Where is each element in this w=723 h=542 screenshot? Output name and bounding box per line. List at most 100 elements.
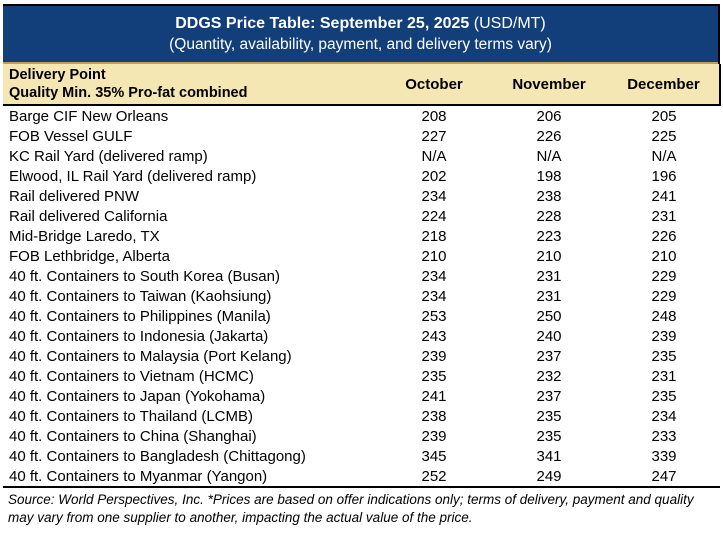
november-price-cell: N/A bbox=[536, 147, 562, 165]
october-price-cell: 218 bbox=[421, 227, 447, 245]
november-price-cell: 231 bbox=[536, 267, 562, 285]
delivery-point-cell: 40 ft. Containers to Bangladesh (Chittag… bbox=[9, 447, 306, 465]
october-price-cell: 241 bbox=[421, 387, 447, 405]
october-price-cell: 243 bbox=[421, 327, 447, 345]
december-price-cell: N/A bbox=[651, 147, 677, 165]
december-price-cell: 205 bbox=[651, 107, 677, 125]
delivery-point-cell: 40 ft. Containers to Thailand (LCMB) bbox=[9, 407, 254, 425]
table-row: 40 ft. Containers to Vietnam (HCMC) 235 … bbox=[3, 366, 720, 386]
october-price-cell: 234 bbox=[421, 287, 447, 305]
december-price-cell: 196 bbox=[651, 167, 677, 185]
delivery-point-cell: Rail delivered PNW bbox=[9, 187, 140, 205]
october-price-cell: 202 bbox=[421, 167, 447, 185]
delivery-point-label: Delivery Point bbox=[9, 67, 106, 83]
november-price-cell: 237 bbox=[536, 347, 562, 365]
october-price-cell: 234 bbox=[421, 187, 447, 205]
table-row: 40 ft. Containers to Philippines (Manila… bbox=[3, 306, 720, 326]
table-row: Rail delivered PNW 234 238 241 bbox=[3, 186, 720, 206]
delivery-point-cell: 40 ft. Containers to Malaysia (Port Kela… bbox=[9, 347, 292, 365]
november-price-cell: 235 bbox=[536, 407, 562, 425]
october-price-cell: 345 bbox=[421, 447, 447, 465]
october-price-cell: N/A bbox=[421, 147, 447, 165]
december-price-cell: 235 bbox=[651, 387, 677, 405]
table-row: Barge CIF New Orleans 208 206 205 bbox=[3, 105, 720, 126]
october-price-cell: 208 bbox=[421, 107, 447, 125]
delivery-point-cell: Rail delivered California bbox=[9, 207, 168, 225]
november-price-cell: 228 bbox=[536, 207, 562, 225]
table-row: 40 ft. Containers to Taiwan (Kaohsiung) … bbox=[3, 286, 720, 306]
november-price-cell: 210 bbox=[536, 247, 562, 265]
november-price-cell: 226 bbox=[536, 127, 562, 145]
delivery-point-cell: 40 ft. Containers to South Korea (Busan) bbox=[9, 267, 280, 285]
october-price-cell: 239 bbox=[421, 347, 447, 365]
delivery-point-cell: Barge CIF New Orleans bbox=[9, 107, 169, 125]
november-price-cell: 237 bbox=[536, 387, 562, 405]
december-price-cell: 231 bbox=[651, 367, 677, 385]
october-price-cell: 210 bbox=[421, 247, 447, 265]
table-row: KC Rail Yard (delivered ramp) N/A N/A N/… bbox=[3, 146, 720, 166]
december-price-cell: 233 bbox=[651, 427, 677, 445]
table-subtitle: (Quantity, availability, payment, and de… bbox=[169, 36, 552, 53]
table-title: DDGS Price Table: September 25, 2025 (US… bbox=[3, 13, 718, 34]
december-price-cell: 229 bbox=[651, 287, 677, 305]
table-row: FOB Lethbridge, Alberta 210 210 210 bbox=[3, 246, 720, 266]
table-row: Rail delivered California 224 228 231 bbox=[3, 206, 720, 226]
november-price-cell: 198 bbox=[536, 167, 562, 185]
delivery-point-cell: KC Rail Yard (delivered ramp) bbox=[9, 147, 208, 165]
november-price-cell: 250 bbox=[536, 307, 562, 325]
delivery-point-cell: 40 ft. Containers to Vietnam (HCMC) bbox=[9, 367, 254, 385]
gold-divider bbox=[3, 62, 720, 64]
delivery-point-cell: Mid-Bridge Laredo, TX bbox=[9, 227, 160, 245]
december-price-cell: 235 bbox=[651, 347, 677, 365]
table-row: 40 ft. Containers to Thailand (LCMB) 238… bbox=[3, 406, 720, 426]
december-price-cell: 247 bbox=[608, 466, 720, 488]
table-row: 40 ft. Containers to Malaysia (Port Kela… bbox=[3, 346, 720, 366]
delivery-point-cell: 40 ft. Containers to Indonesia (Jakarta) bbox=[9, 327, 269, 345]
delivery-point-cell: 40 ft. Containers to China (Shanghai) bbox=[9, 427, 257, 445]
table-row: 40 ft. Containers to China (Shanghai) 23… bbox=[3, 426, 720, 446]
november-price-cell: 235 bbox=[536, 427, 562, 445]
delivery-point-cell: 40 ft. Containers to Japan (Yokohama) bbox=[9, 387, 266, 405]
december-price-cell: 226 bbox=[651, 227, 677, 245]
page: DDGS Price Table: September 25, 2025 (US… bbox=[3, 4, 721, 525]
december-price-cell: 225 bbox=[651, 127, 677, 145]
table-header-row: Delivery Point Quality Min. 35% Pro-fat … bbox=[3, 64, 721, 106]
october-price-cell: 252 bbox=[378, 466, 490, 488]
table-row: 40 ft. Containers to South Korea (Busan)… bbox=[3, 266, 720, 286]
delivery-point-cell: 40 ft. Containers to Taiwan (Kaohsiung) bbox=[9, 287, 272, 305]
column-header-december: December bbox=[608, 64, 721, 106]
price-data-table: Delivery Point Quality Min. 35% Pro-fat … bbox=[3, 64, 721, 488]
column-header-delivery-point: Delivery Point Quality Min. 35% Pro-fat … bbox=[3, 64, 378, 106]
source-footnote: Source: World Perspectives, Inc. *Prices… bbox=[8, 492, 694, 525]
december-price-cell: 210 bbox=[651, 247, 677, 265]
december-price-cell: 234 bbox=[651, 407, 677, 425]
october-price-cell: 234 bbox=[421, 267, 447, 285]
december-price-cell: 339 bbox=[651, 447, 677, 465]
column-header-october: October bbox=[378, 64, 490, 106]
december-price-cell: 239 bbox=[651, 327, 677, 345]
december-price-cell: 231 bbox=[651, 207, 677, 225]
table-title-band: DDGS Price Table: September 25, 2025 (US… bbox=[3, 4, 720, 62]
table-row: 40 ft. Containers to Japan (Yokohama) 24… bbox=[3, 386, 720, 406]
november-price-cell: 238 bbox=[536, 187, 562, 205]
november-price-cell: 240 bbox=[536, 327, 562, 345]
table-row: 40 ft. Containers to Bangladesh (Chittag… bbox=[3, 446, 720, 466]
table-body: Barge CIF New Orleans 208 206 205 FOB Ve… bbox=[3, 105, 720, 488]
november-price-cell: 223 bbox=[536, 227, 562, 245]
october-price-cell: 224 bbox=[421, 207, 447, 225]
october-price-cell: 227 bbox=[421, 127, 447, 145]
table-title-units: (USD/MT) bbox=[469, 15, 546, 32]
december-price-cell: 241 bbox=[651, 187, 677, 205]
december-price-cell: 248 bbox=[651, 307, 677, 325]
october-price-cell: 238 bbox=[421, 407, 447, 425]
delivery-point-cell: FOB Vessel GULF bbox=[9, 127, 133, 145]
december-price-cell: 229 bbox=[651, 267, 677, 285]
table-row: FOB Vessel GULF 227 226 225 bbox=[3, 126, 720, 146]
november-price-cell: 206 bbox=[536, 107, 562, 125]
table-row: Elwood, IL Rail Yard (delivered ramp) 20… bbox=[3, 166, 720, 186]
november-price-cell: 341 bbox=[536, 447, 562, 465]
table-row: Mid-Bridge Laredo, TX 218 223 226 bbox=[3, 226, 720, 246]
delivery-point-cell: 40 ft. Containers to Philippines (Manila… bbox=[9, 307, 271, 325]
october-price-cell: 253 bbox=[421, 307, 447, 325]
delivery-point-cell: FOB Lethbridge, Alberta bbox=[9, 247, 170, 265]
